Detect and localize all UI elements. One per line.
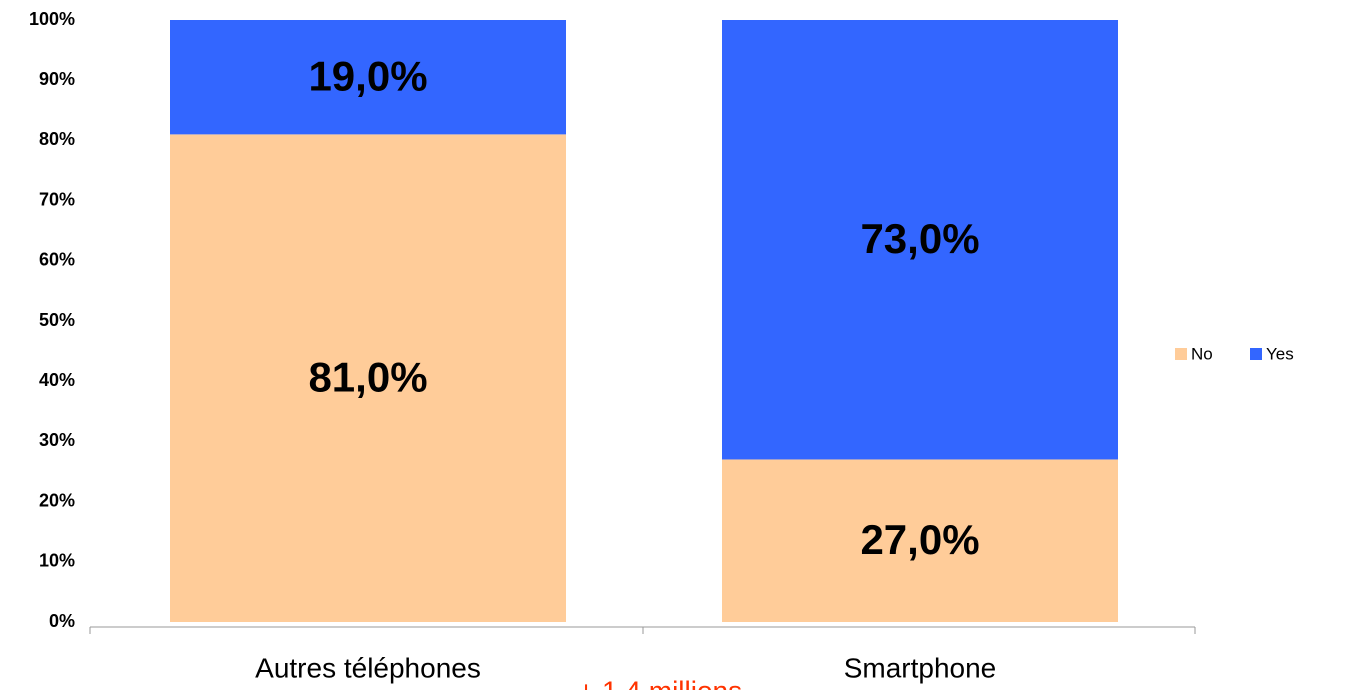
data-label: 27,0% <box>860 516 979 563</box>
y-tick-label: 30% <box>39 430 75 450</box>
bar-segment <box>170 20 566 135</box>
y-tick-label: 60% <box>39 250 75 270</box>
data-label: 81,0% <box>308 353 427 400</box>
bar-segment <box>722 20 1118 460</box>
y-tick-label: 90% <box>39 69 75 89</box>
data-label: 19,0% <box>308 52 427 99</box>
data-label: 73,0% <box>860 215 979 262</box>
legend-swatch <box>1175 348 1187 360</box>
bar-segment <box>722 459 1118 622</box>
x-tick-label: Smartphone <box>844 652 997 683</box>
y-tick-label: 0% <box>49 611 75 631</box>
y-tick-label: 100% <box>29 9 75 29</box>
legend-label: No <box>1191 344 1213 363</box>
y-tick-label: 80% <box>39 129 75 149</box>
y-tick-label: 20% <box>39 490 75 510</box>
bar-segment <box>170 134 566 622</box>
y-tick-label: 40% <box>39 370 75 390</box>
y-tick-label: 50% <box>39 310 75 330</box>
annotation: + 1,4 millions <box>578 675 742 690</box>
y-tick-label: 70% <box>39 189 75 209</box>
y-tick-label: 10% <box>39 551 75 571</box>
legend-swatch <box>1250 348 1262 360</box>
legend-label: Yes <box>1266 344 1294 363</box>
x-tick-label: Autres téléphones <box>255 652 481 683</box>
